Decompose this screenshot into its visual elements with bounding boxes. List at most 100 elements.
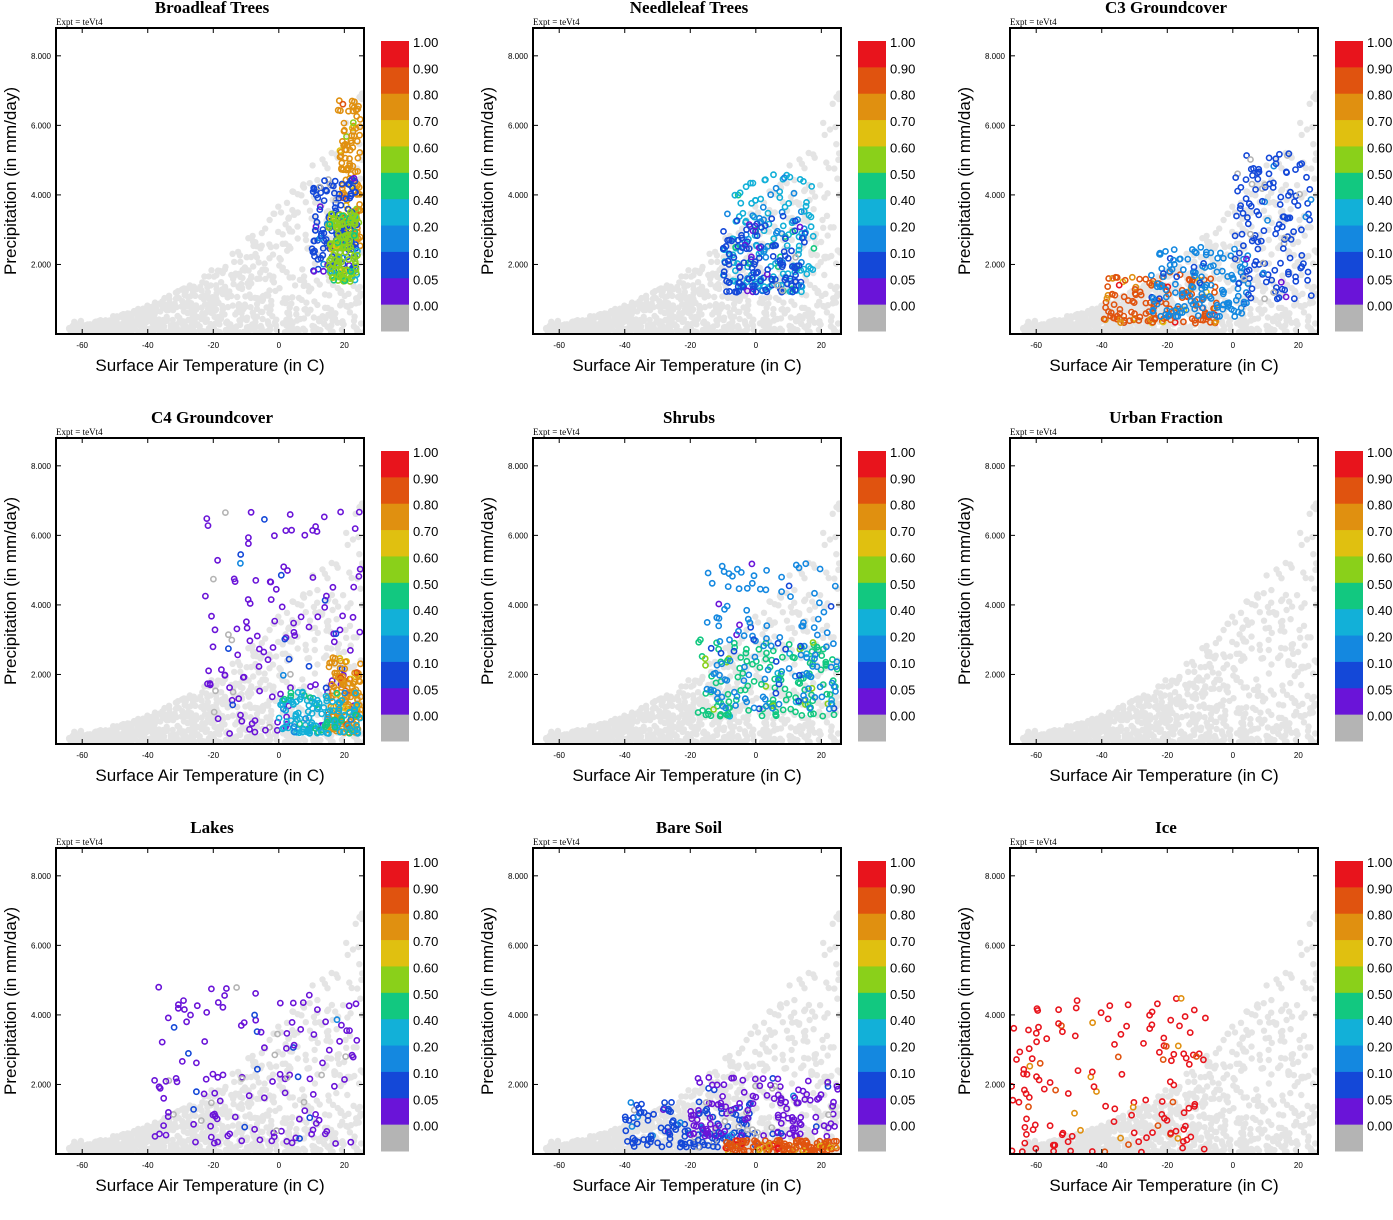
data-point bbox=[1297, 226, 1305, 234]
background-point bbox=[1215, 260, 1222, 267]
data-point bbox=[791, 286, 799, 294]
data-point bbox=[723, 277, 730, 285]
background-point bbox=[813, 252, 821, 259]
data-point bbox=[1170, 260, 1178, 268]
background-point bbox=[257, 738, 264, 744]
background-point bbox=[202, 309, 209, 317]
background-point bbox=[294, 235, 301, 242]
data-point bbox=[201, 592, 209, 600]
colorbar-label: 0.00 bbox=[1367, 299, 1392, 314]
background-point bbox=[700, 319, 707, 326]
background-point bbox=[1220, 216, 1227, 224]
data-point bbox=[347, 268, 355, 275]
data-point bbox=[1207, 263, 1214, 270]
data-point bbox=[1262, 278, 1270, 286]
colorbar-swatch bbox=[858, 225, 886, 253]
background-point bbox=[1287, 206, 1294, 213]
data-point bbox=[1239, 242, 1247, 250]
background-point bbox=[354, 328, 361, 334]
background-point bbox=[257, 328, 264, 334]
background-point bbox=[131, 730, 139, 737]
background-point bbox=[109, 324, 116, 331]
background-point bbox=[1074, 311, 1081, 318]
background-point bbox=[172, 295, 180, 302]
background-point bbox=[1217, 328, 1225, 334]
data-point bbox=[808, 182, 816, 190]
data-point bbox=[772, 242, 780, 249]
background-point bbox=[268, 707, 275, 715]
data-point bbox=[786, 173, 794, 181]
data-point bbox=[255, 663, 263, 670]
x-tick-label: -40 bbox=[619, 341, 631, 350]
data-point bbox=[204, 680, 211, 688]
background-point bbox=[574, 317, 581, 324]
background-point bbox=[297, 315, 304, 323]
background-point bbox=[290, 188, 297, 195]
background-point bbox=[771, 223, 778, 230]
data-point bbox=[759, 286, 766, 294]
background-point bbox=[1312, 150, 1318, 157]
data-point bbox=[205, 667, 212, 675]
data-point bbox=[1196, 279, 1204, 287]
background-point bbox=[251, 704, 259, 711]
background-point bbox=[1258, 282, 1266, 290]
background-point bbox=[299, 676, 306, 683]
data-point bbox=[791, 265, 799, 272]
background-point bbox=[1311, 320, 1318, 327]
data-point bbox=[316, 206, 324, 213]
data-point bbox=[278, 603, 286, 611]
data-point bbox=[1104, 283, 1112, 290]
background-point bbox=[252, 739, 259, 744]
data-point bbox=[311, 226, 319, 234]
background-point bbox=[273, 653, 280, 660]
data-point bbox=[1120, 319, 1128, 326]
background-point bbox=[200, 738, 207, 744]
data-point bbox=[346, 646, 354, 654]
colorbar-swatch bbox=[858, 41, 886, 68]
background-point bbox=[266, 626, 273, 634]
background-point bbox=[232, 270, 239, 277]
y-tick-label: 6.000 bbox=[508, 121, 529, 130]
data-point bbox=[310, 237, 318, 245]
data-point bbox=[339, 212, 346, 220]
background-point bbox=[681, 284, 688, 291]
background-point bbox=[1247, 305, 1254, 313]
background-point bbox=[736, 315, 743, 323]
data-point bbox=[1298, 251, 1306, 259]
data-point bbox=[288, 526, 295, 534]
data-point bbox=[1131, 285, 1139, 293]
background-point bbox=[830, 224, 837, 231]
background-point bbox=[183, 327, 190, 334]
data-point bbox=[781, 203, 789, 211]
background-point bbox=[1119, 292, 1127, 299]
background-point bbox=[257, 679, 264, 686]
background-point bbox=[165, 303, 173, 311]
background-point bbox=[786, 162, 793, 169]
data-point bbox=[1155, 295, 1163, 303]
data-point bbox=[209, 643, 217, 651]
background-point bbox=[1216, 275, 1223, 283]
data-point bbox=[1147, 281, 1155, 289]
data-point bbox=[1276, 201, 1284, 208]
chart-title: Needleleaf Trees bbox=[630, 0, 749, 17]
background-point bbox=[237, 317, 244, 324]
background-point bbox=[710, 323, 717, 330]
background-point bbox=[120, 311, 127, 318]
background-point bbox=[663, 282, 671, 289]
background-point bbox=[293, 305, 300, 313]
background-point bbox=[715, 285, 723, 293]
background-point bbox=[343, 634, 350, 641]
data-point bbox=[326, 257, 333, 264]
background-point bbox=[325, 324, 333, 331]
background-point bbox=[214, 316, 221, 323]
background-point bbox=[245, 267, 252, 274]
background-point bbox=[1154, 328, 1161, 334]
data-point bbox=[745, 275, 753, 283]
x-tick-label: 20 bbox=[340, 341, 349, 350]
data-point bbox=[1178, 292, 1186, 299]
data-point bbox=[1147, 271, 1155, 279]
background-point bbox=[131, 320, 139, 327]
background-point bbox=[300, 735, 307, 742]
data-point bbox=[1248, 285, 1256, 293]
